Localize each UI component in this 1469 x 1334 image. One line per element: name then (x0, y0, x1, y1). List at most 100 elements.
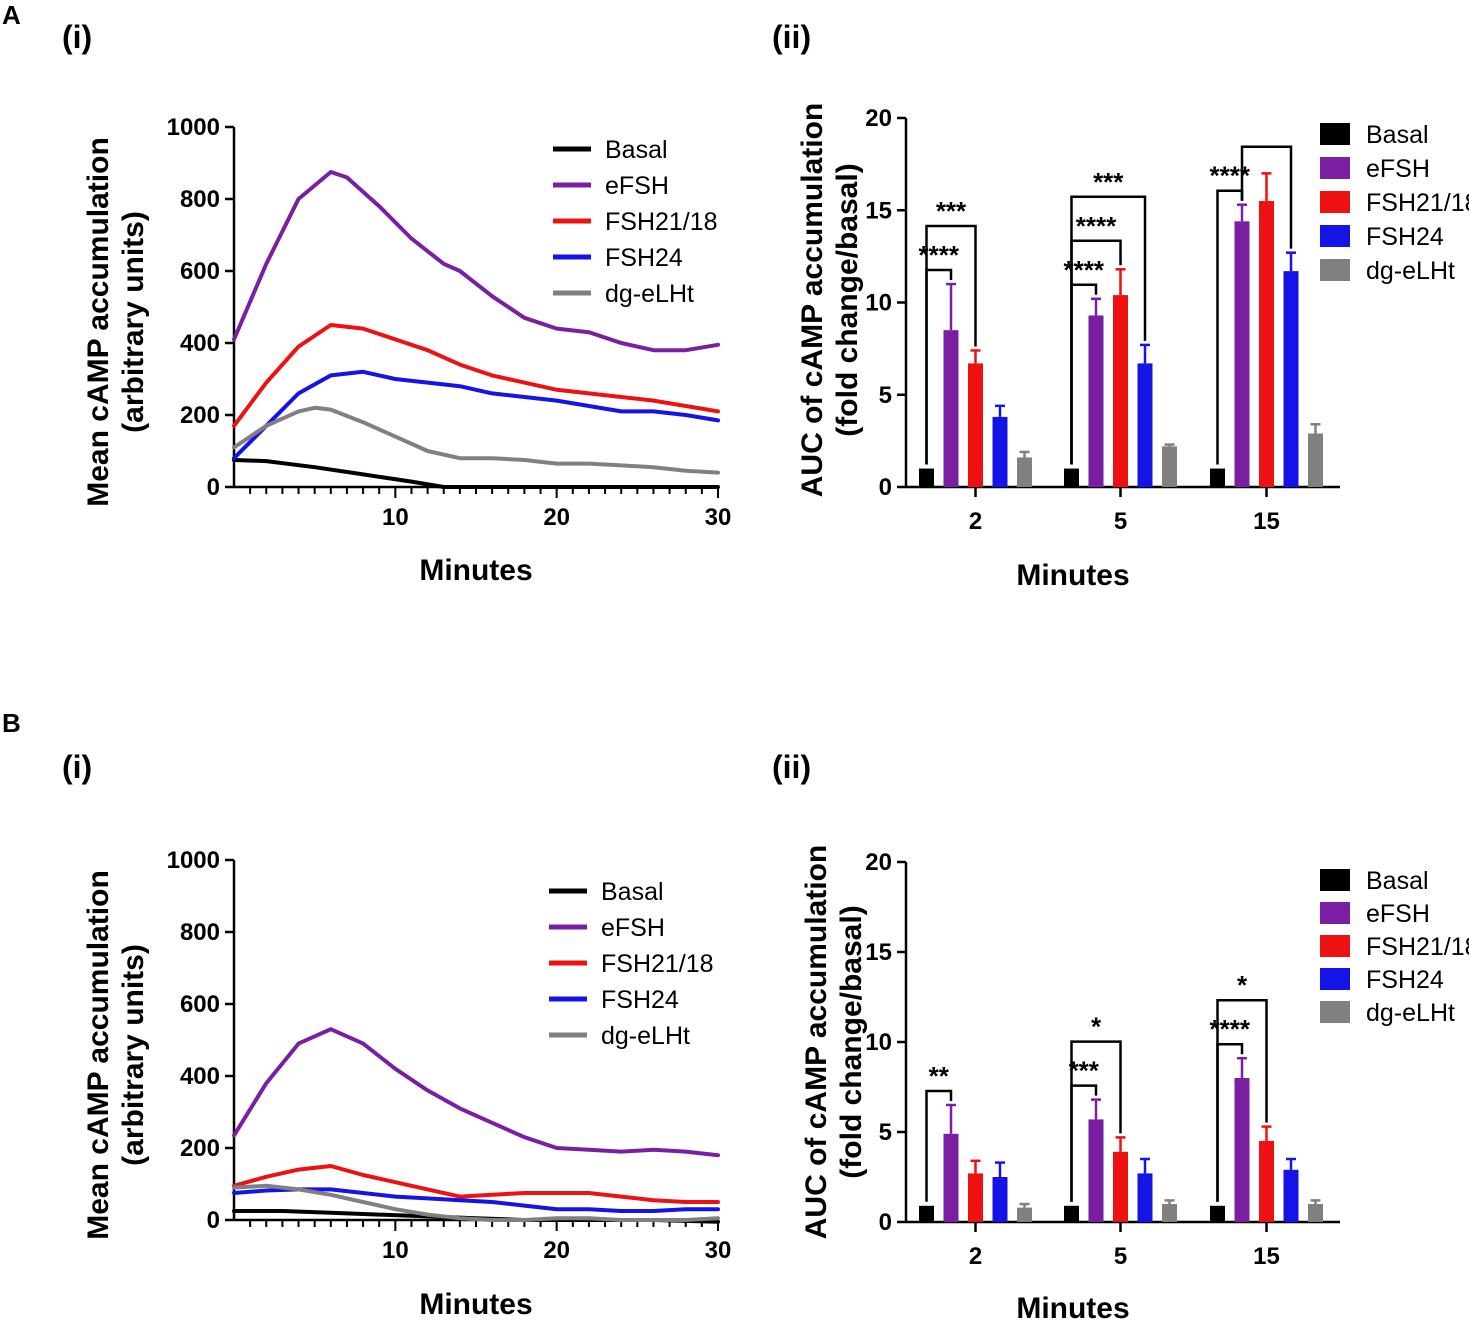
legend-label: eFSH (1366, 900, 1430, 928)
legend-label: FSH24 (605, 244, 683, 272)
legend-label: FSH21/18 (1366, 189, 1469, 217)
significance-label: **** (1210, 1014, 1251, 1044)
y-axis-label: (fold change/basal) (831, 163, 864, 436)
significance-label: * (1091, 1012, 1102, 1042)
panel-letter-b: B (2, 708, 21, 738)
bar-basal (1064, 468, 1079, 487)
x-axis-label: Minutes (1016, 1292, 1129, 1325)
bar-basal (1210, 1205, 1225, 1222)
y-tick-label: 10 (865, 1029, 892, 1056)
legend-swatch (1320, 225, 1350, 247)
y-tick-label: 400 (180, 330, 220, 357)
y-tick-label: 0 (879, 474, 892, 501)
x-axis-label: Minutes (419, 1288, 532, 1321)
panel-letter-a: A (2, 0, 21, 30)
chart-b-bar: AUC of cAMP accumulation (fold change/bas… (800, 845, 1469, 1325)
y-tick-label: 20 (865, 849, 892, 876)
bar-fsh24 (992, 1177, 1008, 1222)
significance-label: **** (1210, 161, 1251, 191)
bar-fsh21-18 (968, 1173, 983, 1222)
x-axis-label: Minutes (419, 554, 532, 587)
legend-label: dg-eLHt (601, 1022, 690, 1050)
bar-efsh (1088, 1119, 1104, 1222)
legend-swatch (1320, 157, 1350, 179)
chart-a-bar: AUC of cAMP accumulation (fold change/bas… (796, 103, 1469, 592)
bar-basal (1210, 468, 1225, 487)
bar-fsh24 (1283, 1169, 1299, 1222)
significance-label: *** (1069, 1056, 1100, 1086)
x-tick-label: 15 (1253, 508, 1280, 535)
legend-swatch (1320, 869, 1350, 891)
legend-swatch (1320, 968, 1350, 990)
y-axis-label: Mean cAMP accumulation (82, 870, 115, 1240)
significance-bracket (1070, 1040, 1122, 1202)
bar-dg-elht (1308, 1204, 1323, 1222)
y-tick-label: 1000 (167, 114, 220, 141)
y-axis-label: AUC of cAMP accumulation (796, 103, 829, 498)
legend-label: FSH21/18 (605, 208, 718, 236)
series-line-efsh (232, 1027, 720, 1158)
bar-efsh (1088, 315, 1104, 487)
significance-label: *** (1093, 167, 1124, 197)
series-line-fsh21-18 (232, 1164, 720, 1204)
x-tick-label: 10 (382, 504, 409, 531)
significance-label: * (1237, 970, 1248, 1000)
bar-fsh21-18 (968, 363, 983, 487)
legend-swatch (1320, 1001, 1350, 1023)
legend-swatch (1320, 123, 1350, 145)
y-tick-label: 800 (180, 919, 220, 946)
bar-fsh24 (992, 416, 1008, 487)
significance-bracket (925, 1089, 953, 1202)
bar-fsh24 (1137, 363, 1153, 487)
legend-swatch (1320, 259, 1350, 281)
y-axis-label: (arbitrary units) (117, 944, 150, 1166)
bar-fsh24 (1137, 1173, 1153, 1222)
x-axis-label: Minutes (1016, 559, 1129, 592)
y-tick-label: 15 (865, 197, 892, 224)
panel-a-line-sublabel: (i) (62, 19, 92, 55)
y-axis-label: (fold change/basal) (835, 905, 868, 1178)
bar-efsh (1234, 1078, 1250, 1222)
legend-label: eFSH (601, 914, 665, 942)
bar-efsh (943, 1133, 959, 1222)
significance-bracket (1240, 145, 1293, 249)
bar-efsh (1234, 221, 1250, 487)
series-line-efsh (232, 170, 720, 353)
y-tick-label: 5 (879, 1119, 892, 1146)
series-line-basal (232, 458, 720, 489)
panel-a-bar-sublabel: (ii) (772, 19, 811, 55)
y-tick-label: 10 (865, 290, 892, 317)
bar-basal (1064, 1205, 1079, 1222)
series-line-dg-elht (232, 1183, 720, 1222)
significance-label: **** (1076, 211, 1117, 241)
panel-b-line-sublabel: (i) (62, 749, 92, 785)
bar-basal (919, 468, 934, 487)
y-tick-label: 400 (180, 1063, 220, 1090)
chart-b-line: Mean cAMP accumulation (arbitrary units) M… (82, 847, 731, 1321)
bar-dg-elht (1162, 446, 1177, 487)
legend-label: dg-eLHt (605, 280, 694, 308)
bar-dg-elht (1162, 1204, 1177, 1222)
y-tick-label: 800 (180, 186, 220, 213)
legend-label: eFSH (1366, 155, 1430, 183)
bar-dg-elht (1017, 1207, 1032, 1222)
x-tick-label: 20 (543, 1237, 570, 1264)
bar-dg-elht (1017, 457, 1032, 487)
significance-bracket (1070, 195, 1147, 465)
series-line-fsh24 (232, 1187, 720, 1213)
y-axis-label: (arbitrary units) (117, 211, 150, 433)
legend-label: Basal (605, 136, 668, 164)
series-line-fsh21-18 (232, 323, 720, 428)
y-tick-label: 600 (180, 258, 220, 285)
y-tick-label: 600 (180, 991, 220, 1018)
series-line-fsh24 (232, 369, 720, 461)
legend-swatch (1320, 191, 1350, 213)
y-tick-label: 5 (879, 382, 892, 409)
legend-label: Basal (1366, 121, 1429, 149)
legend-label: dg-eLHt (1366, 999, 1455, 1027)
legend-label: eFSH (605, 172, 669, 200)
significance-bracket (925, 224, 977, 465)
legend-swatch (1320, 902, 1350, 924)
significance-label: **** (919, 240, 960, 270)
bar-fsh21-18 (1259, 1141, 1274, 1222)
